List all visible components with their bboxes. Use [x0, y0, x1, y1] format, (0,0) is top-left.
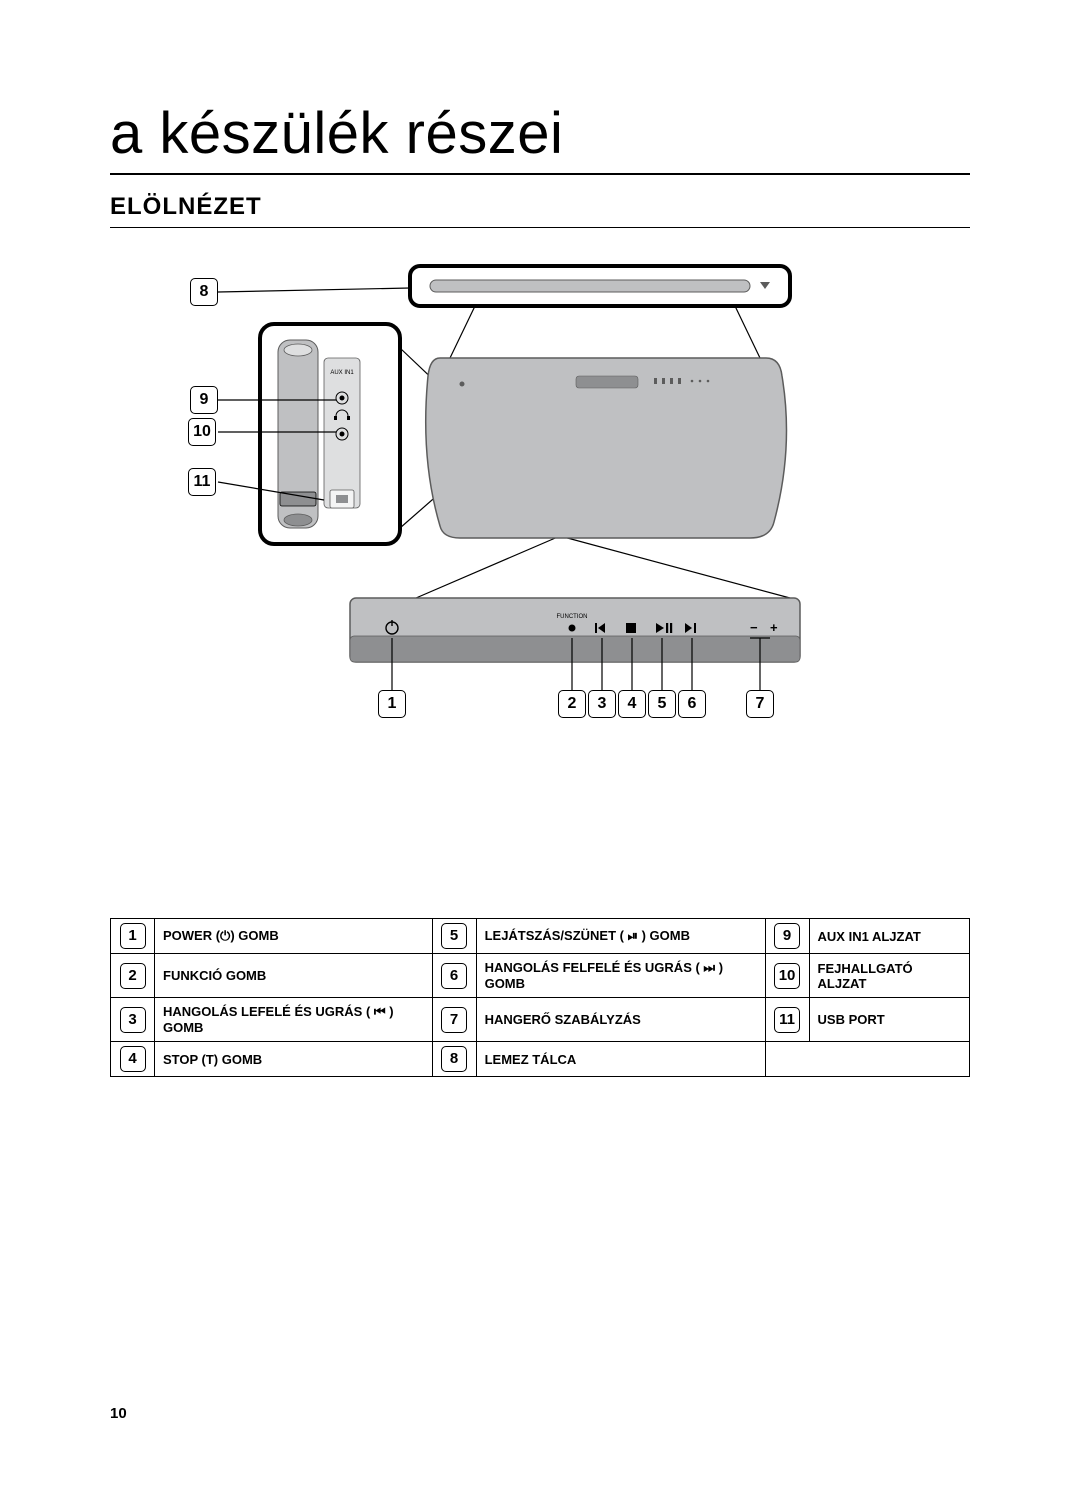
callout-8: 8 [190, 278, 218, 306]
legend-num: 10 [774, 963, 800, 989]
callout-5: 5 [648, 690, 676, 718]
legend-label: HANGOLÁS LEFELÉ ÉS UGRÁS ( ⏮ ) GOMB [155, 998, 433, 1042]
legend-num: 1 [120, 923, 146, 949]
legend-num: 3 [120, 1007, 146, 1033]
callout-7: 7 [746, 690, 774, 718]
callout-1: 1 [378, 690, 406, 718]
legend-label: STOP (T) GOMB [155, 1042, 433, 1077]
legend-num: 11 [774, 1007, 800, 1033]
callout-10: 10 [188, 418, 216, 446]
svg-text:AUX IN1: AUX IN1 [330, 370, 354, 376]
legend-label: FUNKCIÓ GOMB [155, 954, 433, 998]
legend-num: 8 [441, 1046, 467, 1072]
legend-num: 7 [441, 1007, 467, 1033]
table-row: 2 FUNKCIÓ GOMB 6 HANGOLÁS FELFELÉ ÉS UGR… [111, 954, 970, 998]
page-number: 10 [110, 1405, 127, 1422]
page-title: a készülék részei [110, 100, 970, 175]
legend-num: 2 [120, 963, 146, 989]
callout-11: 11 [188, 468, 216, 496]
legend-table: 1 POWER (⏻) GOMB 5 LEJÁTSZÁS/SZÜNET ( ⏯ … [110, 918, 970, 1077]
legend-label: LEJÁTSZÁS/SZÜNET ( ⏯ ) GOMB [476, 919, 765, 954]
callout-4: 4 [618, 690, 646, 718]
legend-label: AUX IN1 ALJZAT [809, 919, 969, 954]
main-device-body [426, 358, 787, 538]
legend-label-empty [765, 1042, 969, 1077]
svg-text:−: − [750, 620, 758, 635]
legend-num: 6 [441, 963, 467, 989]
legend-num: 5 [441, 923, 467, 949]
legend-label: POWER (⏻) GOMB [155, 919, 433, 954]
legend-num: 4 [120, 1046, 146, 1072]
side-ports-panel: AUX IN1 [260, 324, 400, 544]
manual-page: a készülék részei ELÖLNÉZET [0, 0, 1080, 1492]
legend-label: HANGOLÁS FELFELÉ ÉS UGRÁS ( ⏭ ) GOMB [476, 954, 765, 998]
front-view-diagram: AUX IN1 [110, 258, 970, 878]
legend-num: 9 [774, 923, 800, 949]
legend-label: USB PORT [809, 998, 969, 1042]
diagram-svg: AUX IN1 [110, 258, 970, 878]
callout-9: 9 [190, 386, 218, 414]
bottom-control-bar: FUNCTION [350, 598, 800, 662]
callout-6: 6 [678, 690, 706, 718]
svg-text:FUNCTION: FUNCTION [557, 614, 588, 620]
legend-table-wrap: 1 POWER (⏻) GOMB 5 LEJÁTSZÁS/SZÜNET ( ⏯ … [110, 918, 970, 1077]
disc-tray-panel [410, 266, 790, 306]
table-row: 1 POWER (⏻) GOMB 5 LEJÁTSZÁS/SZÜNET ( ⏯ … [111, 919, 970, 954]
table-row: 4 STOP (T) GOMB 8 LEMEZ TÁLCA [111, 1042, 970, 1077]
legend-label: FEJHALLGATÓ ALJZAT [809, 954, 969, 998]
legend-label: LEMEZ TÁLCA [476, 1042, 765, 1077]
table-row: 3 HANGOLÁS LEFELÉ ÉS UGRÁS ( ⏮ ) GOMB 7 … [111, 998, 970, 1042]
svg-text:+: + [770, 620, 778, 635]
callout-2: 2 [558, 690, 586, 718]
callout-3: 3 [588, 690, 616, 718]
legend-label: HANGERŐ SZABÁLYZÁS [476, 998, 765, 1042]
section-subtitle: ELÖLNÉZET [110, 193, 970, 228]
